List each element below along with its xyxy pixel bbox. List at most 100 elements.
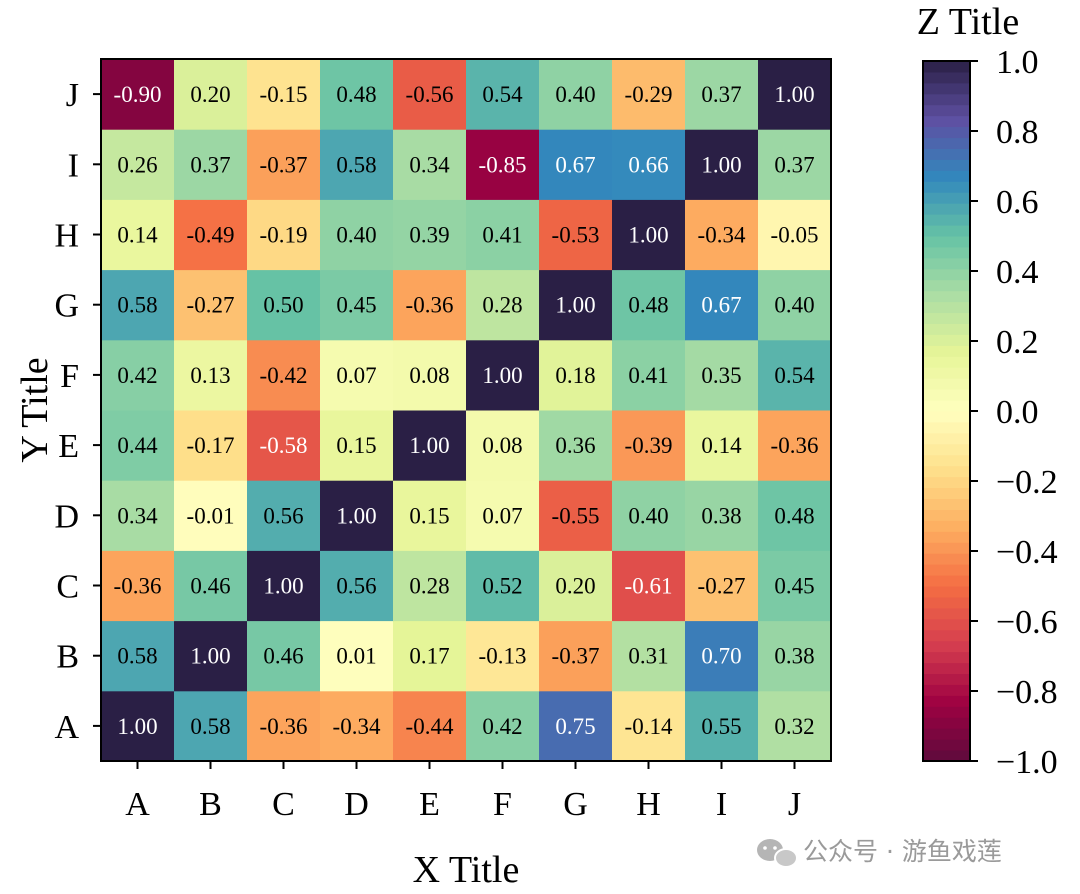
colorbar-band xyxy=(923,268,970,281)
cell-value-label: 0.13 xyxy=(190,363,230,388)
heatmap-cell xyxy=(612,620,686,692)
heatmap-cell xyxy=(685,269,759,341)
heatmap-cell xyxy=(174,269,248,341)
colorbar-band xyxy=(923,411,970,423)
heatmap-cell xyxy=(101,269,175,341)
colorbar-band xyxy=(923,126,970,139)
heatmap-cell xyxy=(466,339,540,411)
heatmap-cell xyxy=(612,269,686,341)
cell-value-label: -0.27 xyxy=(187,293,235,318)
colorbar-band xyxy=(923,137,970,149)
colorbar-band xyxy=(923,378,970,390)
heatmap-cell xyxy=(174,59,248,130)
colorbar-band xyxy=(923,728,970,740)
cell-value-label: 0.28 xyxy=(409,574,449,599)
heatmap-cell xyxy=(758,620,832,692)
heatmap-cell xyxy=(539,199,613,271)
heatmap-cell xyxy=(685,59,759,130)
heatmap-cell xyxy=(393,339,467,411)
heatmap-cell xyxy=(101,550,175,622)
cell-value-label: 1.00 xyxy=(774,82,814,107)
colorbar-band xyxy=(923,345,970,357)
watermark-text: 公众号 · 游鱼戏莲 xyxy=(803,837,1002,866)
heatmap-cell xyxy=(685,339,759,411)
y-tick-label: H xyxy=(54,218,79,255)
heatmap-cell xyxy=(174,620,248,692)
colorbar-band xyxy=(923,301,970,314)
heatmap-cell xyxy=(685,480,759,551)
colorbar-band xyxy=(923,148,970,160)
heatmap-cell xyxy=(393,59,467,130)
colorbar-tick-label: −0.8 xyxy=(996,674,1058,711)
heatmap-cell xyxy=(101,129,175,200)
heatmap-cell xyxy=(247,339,321,411)
heatmap-cell xyxy=(466,480,540,551)
cell-value-label: 0.32 xyxy=(774,714,814,739)
cell-value-label: 0.46 xyxy=(263,644,303,669)
colorbar-band xyxy=(923,586,970,598)
cell-value-label: 0.58 xyxy=(190,714,230,739)
colorbar-band xyxy=(923,421,970,434)
x-tick-label: C xyxy=(272,786,295,823)
heatmap-cell xyxy=(320,269,394,341)
cell-value-label: -0.27 xyxy=(698,574,746,599)
colorbar-band xyxy=(923,389,970,401)
heatmap-cell xyxy=(539,129,613,200)
heatmap-cell xyxy=(101,620,175,692)
heatmap-cell xyxy=(685,550,759,622)
cell-value-label: 0.07 xyxy=(482,503,522,528)
heatmap-cell xyxy=(174,410,248,481)
cell-value-label: -0.56 xyxy=(406,82,454,107)
colorbar-band xyxy=(923,651,970,664)
heatmap-cell xyxy=(320,199,394,271)
y-tick-label: D xyxy=(54,498,79,535)
heatmap-cell xyxy=(101,339,175,411)
heatmap-cell xyxy=(539,339,613,411)
heatmap-cell xyxy=(539,550,613,622)
heatmap-cell xyxy=(685,690,759,762)
cell-value-label: 0.46 xyxy=(190,574,230,599)
colorbar-band xyxy=(923,476,970,489)
cell-value-label: 0.31 xyxy=(628,644,668,669)
heatmap-cell xyxy=(320,480,394,551)
heatmap-cell xyxy=(758,269,832,341)
colorbar-band xyxy=(923,509,970,521)
colorbar-band xyxy=(923,640,970,653)
colorbar-band xyxy=(923,498,970,510)
colorbar-band xyxy=(923,82,970,95)
heatmap-cell xyxy=(174,480,248,551)
colorbar-band xyxy=(923,225,970,237)
heatmap-cell xyxy=(101,690,175,762)
y-axis-title: Y Title xyxy=(14,357,56,462)
heatmap-cell xyxy=(466,269,540,341)
cell-value-label: -0.13 xyxy=(479,644,527,669)
colorbar: 1.0 0.8 0.6 0.4 0.2 0.0 −0.2 −0.4 −0.6 −0.8 −1.0 xyxy=(922,44,1058,781)
cell-value-label: -0.29 xyxy=(625,82,673,107)
heatmap-cell xyxy=(101,199,175,271)
heatmap-cell xyxy=(612,129,686,200)
colorbar-band xyxy=(923,454,970,467)
cell-value-label: 0.41 xyxy=(482,223,522,248)
heatmap-cell xyxy=(320,620,394,692)
cell-value-label: 0.58 xyxy=(117,293,157,318)
cell-value-label: 0.18 xyxy=(555,363,595,388)
cell-value-label: 0.66 xyxy=(628,152,668,177)
heatmap-cell xyxy=(174,129,248,200)
cell-value-label: -0.44 xyxy=(406,714,454,739)
cell-value-label: 0.48 xyxy=(774,503,814,528)
heatmap-cell xyxy=(247,480,321,551)
y-tick-label: C xyxy=(56,569,79,606)
heatmap-cell xyxy=(101,410,175,481)
cell-value-label: 1.00 xyxy=(117,714,157,739)
cell-value-label: 0.45 xyxy=(336,293,376,318)
heatmap-cell xyxy=(466,129,540,200)
colorbar-band xyxy=(923,596,970,609)
x-tick-label: F xyxy=(493,786,512,823)
y-tick-label: B xyxy=(56,639,79,676)
cell-value-label: -0.34 xyxy=(698,223,746,248)
cell-value-label: -0.90 xyxy=(114,82,162,107)
cell-value-label: 1.00 xyxy=(190,644,230,669)
cell-value-label: -0.37 xyxy=(260,152,308,177)
cell-value-label: -0.61 xyxy=(625,574,673,599)
cell-value-label: 0.40 xyxy=(628,503,668,528)
